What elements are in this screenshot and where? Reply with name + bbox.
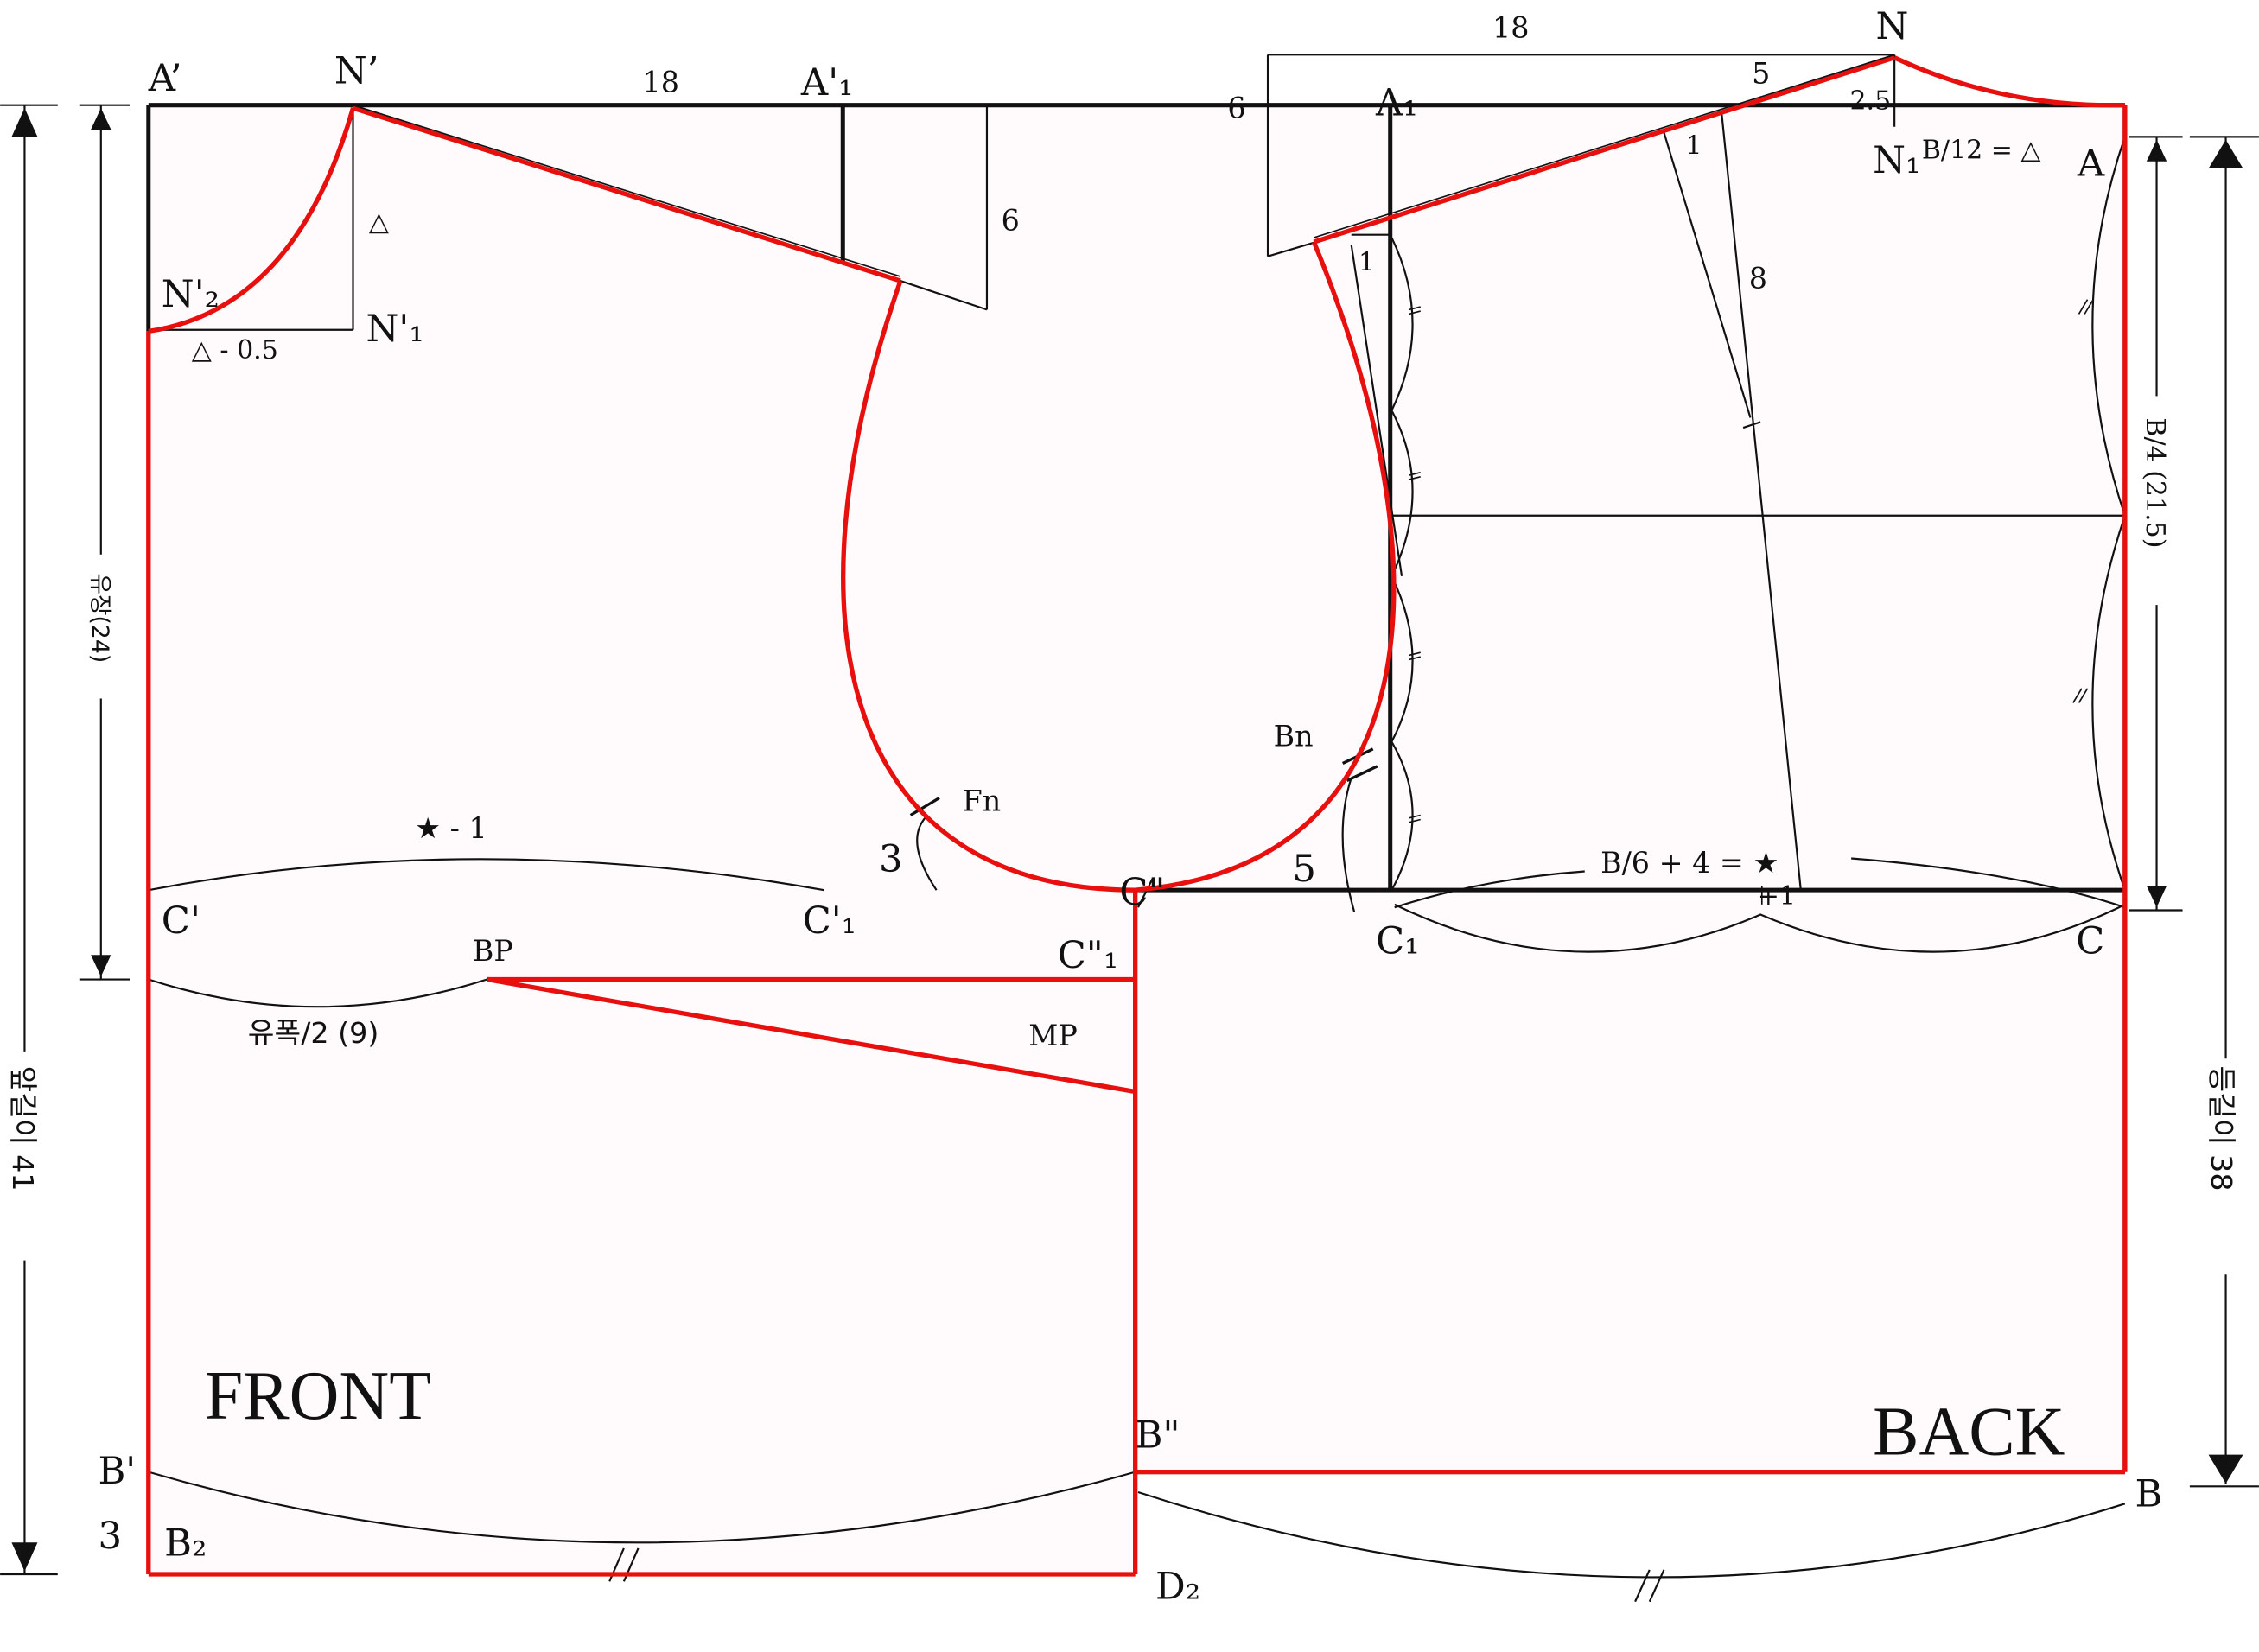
label-back-length: 등길이 38	[2205, 1066, 2238, 1191]
pattern-fill	[148, 105, 2125, 1574]
label-N-1: N₁	[1873, 139, 1920, 182]
label-2-5: 2.5	[1849, 86, 1891, 117]
label-star-minus-1: ★ - 1	[415, 811, 487, 845]
label-N-prime-2: N'₂	[162, 273, 220, 316]
label-5-armhole: 5	[1292, 848, 1316, 891]
label-FRONT: FRONT	[205, 1358, 431, 1434]
label-back-18: 18	[1492, 10, 1529, 44]
label-C-prime-1: C'₁	[803, 899, 856, 943]
dim-label-gaps	[7, 396, 2248, 1275]
label-B-prime: B'	[98, 1450, 136, 1493]
label-C-double: C"	[1119, 871, 1165, 914]
label-triangle: △	[369, 207, 389, 238]
label-BP: BP	[473, 934, 513, 968]
label-A-prime-1: A'₁	[800, 61, 854, 105]
label-B4: B/4 (21.5)	[2140, 417, 2170, 548]
pattern-lines	[146, 55, 2128, 1577]
label-3-armhole: 3	[879, 838, 903, 881]
arrowheads	[11, 108, 2243, 1572]
label-D-2: D₂	[1155, 1565, 1200, 1608]
label-Fn: Fn	[963, 784, 1002, 817]
label-N-prime-1: N'₁	[366, 308, 424, 351]
label-front-6: 6	[1002, 204, 1020, 238]
label-N-prime: N’	[334, 50, 379, 93]
label-1-corner: 1	[1359, 247, 1375, 277]
label-Bn: Bn	[1274, 719, 1314, 753]
label-1-dart: 1	[1685, 130, 1702, 161]
label-plus-1: +1	[1758, 881, 1796, 912]
label-8: 8	[1749, 261, 1767, 295]
label-B-2: B₂	[164, 1522, 207, 1565]
label-bust-half: 유폭/2 (9)	[248, 1016, 379, 1050]
label-back-6: 6	[1227, 92, 1245, 125]
label-C: C	[2076, 920, 2104, 963]
label-C-1: C₁	[1376, 920, 1420, 963]
label-C-double-1: C"₁	[1058, 934, 1118, 977]
label-triangle-minus: △ - 0.5	[192, 335, 278, 365]
label-MP: MP	[1028, 1019, 1078, 1052]
label-A: A	[2077, 142, 2105, 185]
label-front-length: 앞길이 41	[6, 1066, 40, 1191]
label-C-prime: C'	[162, 899, 200, 943]
label-N: N	[1875, 5, 1908, 48]
labels: A’ N’ 18 A'₁ 6 △ N'₂ N'₁ △ - 0.5 ★ - 1 C…	[98, 5, 2162, 1608]
label-A-prime: A’	[148, 57, 182, 100]
label-bust-depth: 유장(24)	[86, 573, 113, 663]
shoulder-overlines	[353, 54, 1895, 277]
label-B: B	[2135, 1473, 2163, 1516]
label-front-18: 18	[643, 66, 679, 99]
equal-ticks	[1409, 299, 2094, 905]
label-B12: B/12 = △	[1922, 135, 2041, 165]
label-5-shoulder: 5	[1752, 57, 1770, 91]
label-A-1: A₁	[1375, 81, 1418, 124]
label-BACK: BACK	[1873, 1395, 2065, 1471]
label-B-double: B"	[1136, 1414, 1180, 1457]
label-3-hem: 3	[98, 1515, 122, 1558]
label-B6: B/6 + 4 = ★	[1600, 846, 1779, 880]
